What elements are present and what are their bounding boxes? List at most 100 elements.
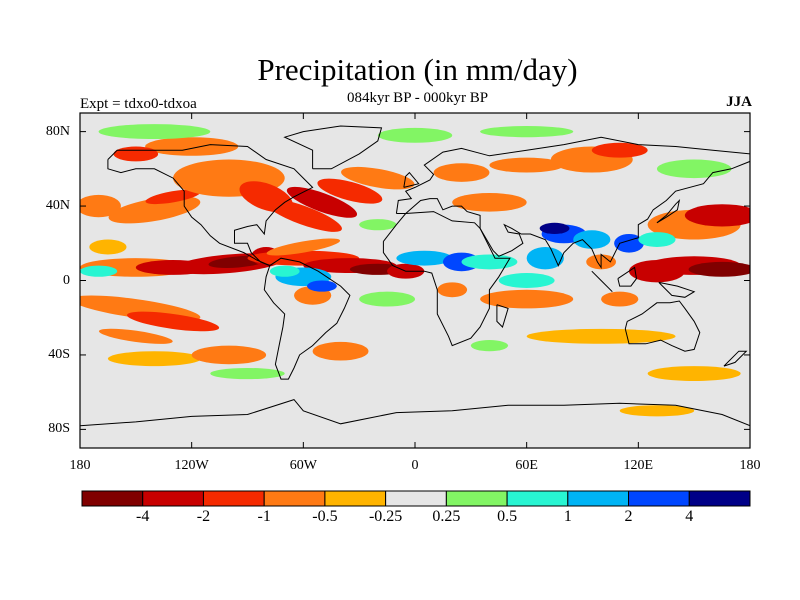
- colorbar-label: -4: [136, 508, 150, 525]
- latitude-label: 0: [63, 272, 70, 288]
- longitude-label: 60E: [515, 458, 538, 473]
- anomaly-blob: [638, 232, 676, 247]
- experiment-label: Expt = tdxo0-tdxoa: [80, 96, 197, 112]
- anomaly-blob: [80, 194, 121, 218]
- colorbar-swatch: [263, 490, 326, 507]
- anomaly-blob: [145, 189, 201, 205]
- longitude-label: 0: [411, 458, 419, 473]
- anomaly-blob: [619, 405, 695, 417]
- latitude-label: 80S: [48, 421, 70, 437]
- anomaly-blob: [526, 328, 676, 344]
- longitude-label: 60W: [289, 458, 317, 473]
- anomaly-blob: [145, 137, 239, 156]
- anomaly-blob: [591, 142, 648, 158]
- colorbar-label: 2: [624, 508, 633, 525]
- coastline-segment: [617, 266, 638, 287]
- colorbar-swatch: [202, 490, 265, 507]
- anomaly-blob: [377, 127, 453, 143]
- coastline-segment: [263, 257, 351, 380]
- coastline-segment: [403, 171, 420, 188]
- anomaly-blob: [480, 289, 574, 309]
- coastline-segment: [591, 270, 613, 293]
- coastline-segment: [496, 304, 509, 328]
- longitude-label: 180: [739, 458, 761, 473]
- anomaly-blob: [359, 219, 397, 231]
- colorbar-swatch: [324, 490, 387, 507]
- colorbar-swatch: [688, 490, 751, 507]
- longitude-label: 180: [69, 458, 91, 473]
- longitude-label: 120E: [623, 458, 654, 473]
- anomaly-blob: [307, 280, 337, 292]
- anomaly-field: [80, 124, 750, 417]
- anomaly-blob: [461, 254, 518, 270]
- colorbar-label: -0.5: [312, 508, 338, 525]
- colorbar-swatch: [628, 490, 690, 507]
- anomaly-blob: [601, 291, 639, 307]
- anomaly-blob: [107, 351, 201, 367]
- anomaly-blob: [573, 230, 611, 249]
- anomaly-blob: [264, 198, 342, 232]
- colorbar-label: -1: [257, 508, 271, 525]
- latitude-label: 40S: [48, 346, 70, 362]
- coastline-segment: [723, 350, 748, 367]
- anomaly-blob: [526, 246, 564, 270]
- longitude-label: 120W: [174, 458, 209, 473]
- map-subtitle: 084kyr BP - 000kyr BP: [346, 90, 489, 106]
- coastline-segment: [283, 125, 383, 170]
- anomaly-blob: [656, 159, 732, 179]
- colorbar-swatch: [445, 490, 508, 507]
- map-title: Precipitation (in mm/day): [257, 52, 578, 87]
- colorbar-label: 0.5: [497, 508, 518, 525]
- latitude-label: 40N: [45, 198, 70, 214]
- anomaly-blob: [684, 204, 750, 227]
- anomaly-blob: [89, 239, 127, 255]
- colorbar-label: 1: [563, 508, 572, 525]
- anomaly-blob: [317, 178, 383, 204]
- anomaly-blob: [489, 157, 564, 173]
- anomaly-blob: [266, 238, 341, 256]
- axis-ticks: [79, 113, 751, 448]
- anomaly-blob: [108, 196, 201, 224]
- coastline-segment: [80, 399, 750, 427]
- anomaly-blob: [539, 222, 570, 234]
- coastlines: [80, 125, 750, 427]
- anomaly-blob: [480, 126, 574, 138]
- coastline-segment: [656, 198, 681, 224]
- colorbar-swatch: [506, 490, 569, 507]
- colorbar: [81, 490, 751, 507]
- colorbar-swatch: [81, 490, 144, 507]
- anomaly-blob: [688, 261, 750, 277]
- anomaly-blob: [341, 166, 415, 190]
- colorbar-label: -0.25: [368, 508, 403, 525]
- anomaly-blob: [359, 291, 416, 307]
- anomaly-blob: [470, 340, 509, 352]
- anomaly-blob: [312, 341, 369, 361]
- anomaly-blob: [437, 282, 468, 298]
- anomaly-blob: [614, 233, 644, 253]
- anomaly-blob: [191, 345, 267, 365]
- colorbar-swatch: [142, 490, 204, 507]
- anomaly-blob: [210, 367, 285, 380]
- colorbar-swatch: [567, 490, 630, 507]
- anomaly-blob: [647, 366, 741, 381]
- anomaly-blob: [80, 265, 118, 277]
- anomaly-blob: [98, 328, 173, 344]
- anomaly-blob: [269, 265, 300, 277]
- anomaly-blob: [452, 193, 527, 212]
- coastline-segment: [624, 300, 701, 352]
- coastline-segment: [658, 281, 696, 298]
- anomaly-blob: [396, 250, 453, 266]
- anomaly-blob: [498, 273, 555, 288]
- coastline-segment: [382, 211, 511, 347]
- latitude-label: 80N: [45, 123, 70, 139]
- anomaly-blob: [113, 146, 159, 162]
- anomaly-blob: [126, 311, 220, 332]
- coastline-segment: [396, 160, 750, 270]
- colorbar-swatch: [385, 490, 447, 507]
- anomaly-blob: [286, 186, 358, 218]
- anomaly-blob: [433, 163, 490, 182]
- colorbar-label: -2: [196, 508, 211, 525]
- season-label: JJA: [726, 94, 752, 110]
- coastline-segment: [395, 136, 750, 214]
